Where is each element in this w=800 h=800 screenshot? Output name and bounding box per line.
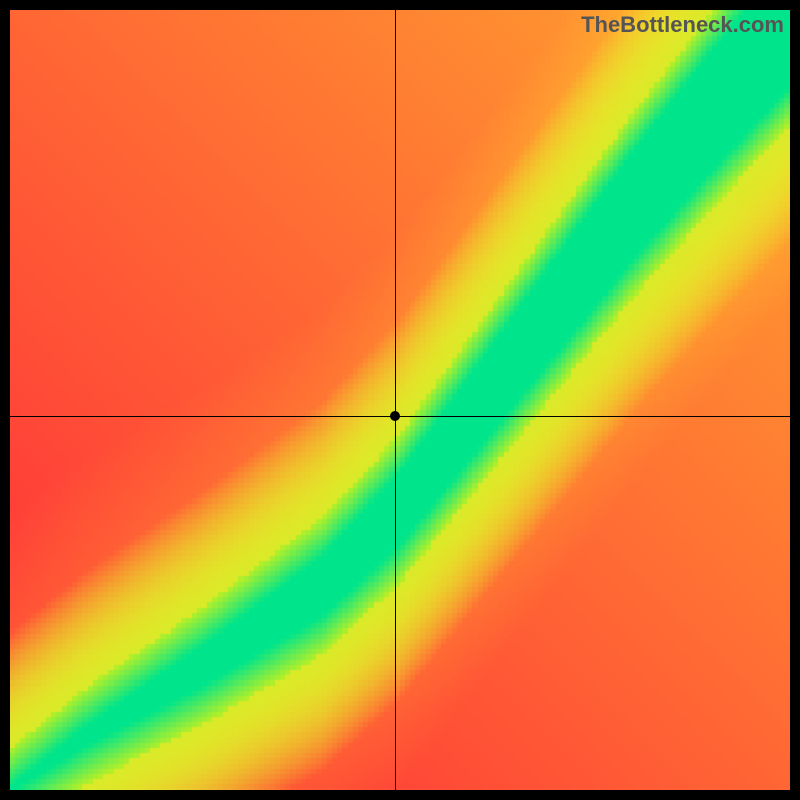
heatmap-canvas (10, 10, 790, 790)
chart-frame: TheBottleneck.com (0, 0, 800, 800)
crosshair-vertical (395, 10, 396, 790)
watermark-text: TheBottleneck.com (581, 14, 784, 36)
plot-area: TheBottleneck.com (10, 10, 790, 790)
crosshair-horizontal (10, 416, 790, 417)
